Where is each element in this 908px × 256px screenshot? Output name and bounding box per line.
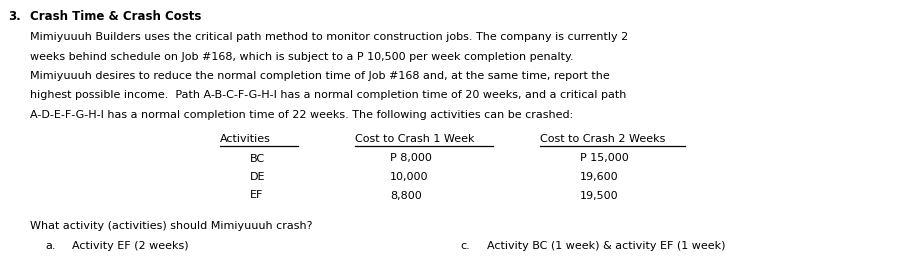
Text: Activity EF (2 weeks): Activity EF (2 weeks) (72, 241, 189, 251)
Text: 19,500: 19,500 (580, 190, 618, 200)
Text: Mimiyuuuh Builders uses the critical path method to monitor construction jobs. T: Mimiyuuuh Builders uses the critical pat… (30, 32, 628, 42)
Text: Cost to Crash 2 Weeks: Cost to Crash 2 Weeks (540, 133, 666, 144)
Text: weeks behind schedule on Job #168, which is subject to a P 10,500 per week compl: weeks behind schedule on Job #168, which… (30, 51, 574, 61)
Text: 8,800: 8,800 (390, 190, 421, 200)
Text: highest possible income.  Path A-B-C-F-G-H-I has a normal completion time of 20 : highest possible income. Path A-B-C-F-G-… (30, 91, 627, 101)
Text: 10,000: 10,000 (390, 172, 429, 182)
Text: 19,600: 19,600 (580, 172, 618, 182)
Text: P 8,000: P 8,000 (390, 154, 432, 164)
Text: Crash Time & Crash Costs: Crash Time & Crash Costs (30, 10, 202, 23)
Text: EF: EF (250, 190, 263, 200)
Text: a.: a. (45, 241, 55, 251)
Text: Activity BC (1 week) & activity EF (1 week): Activity BC (1 week) & activity EF (1 we… (487, 241, 725, 251)
Text: P 15,000: P 15,000 (580, 154, 628, 164)
Text: Mimiyuuuh desires to reduce the normal completion time of Job #168 and, at the s: Mimiyuuuh desires to reduce the normal c… (30, 71, 610, 81)
Text: BC: BC (250, 154, 265, 164)
Text: DE: DE (250, 172, 265, 182)
Text: 3.: 3. (8, 10, 21, 23)
Text: What activity (activities) should Mimiyuuuh crash?: What activity (activities) should Mimiyu… (30, 221, 312, 231)
Text: Cost to Crash 1 Week: Cost to Crash 1 Week (355, 133, 475, 144)
Text: A-D-E-F-G-H-I has a normal completion time of 22 weeks. The following activities: A-D-E-F-G-H-I has a normal completion ti… (30, 110, 573, 120)
Text: Activities: Activities (220, 133, 271, 144)
Text: c.: c. (460, 241, 469, 251)
